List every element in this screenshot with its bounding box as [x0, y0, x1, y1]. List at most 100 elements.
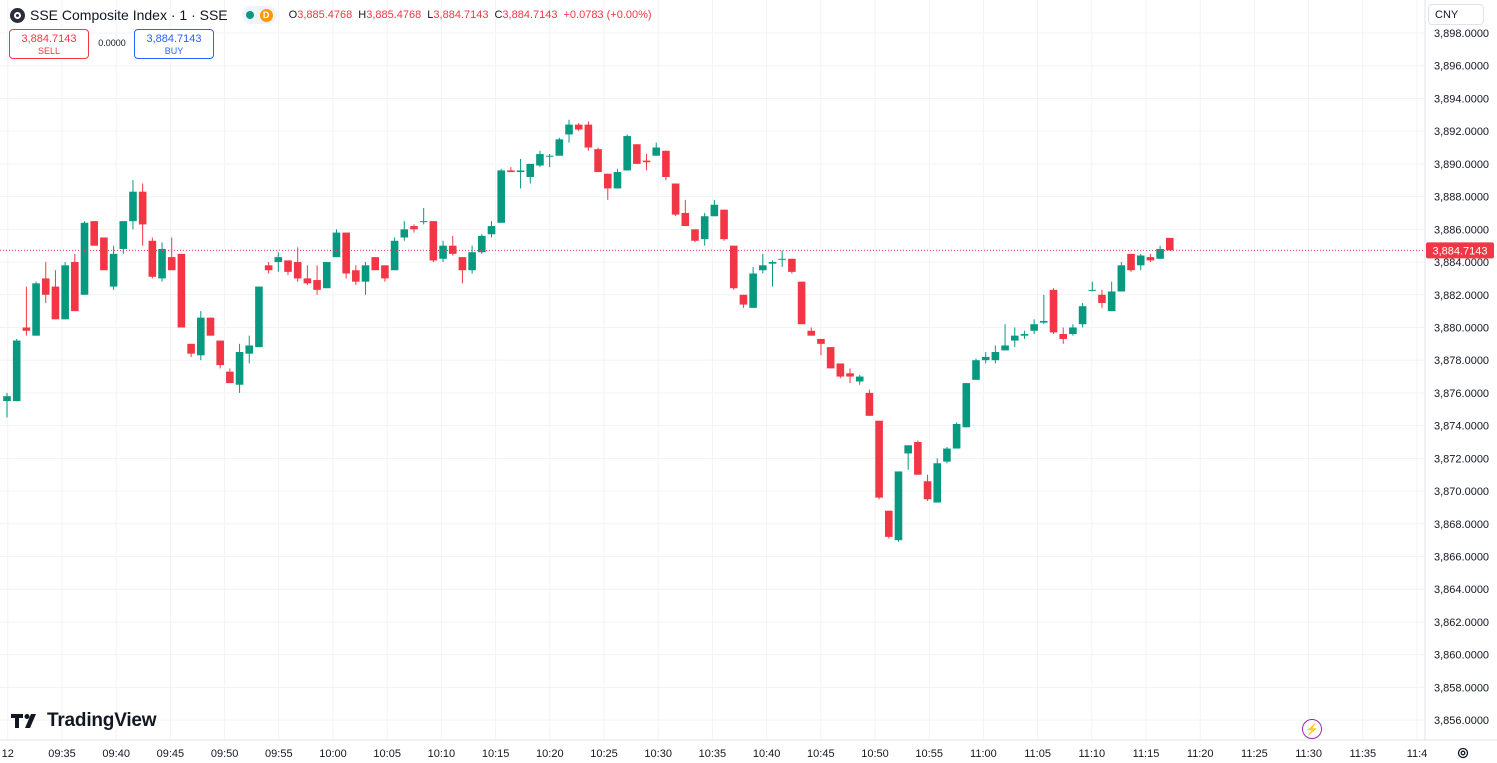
candle: [952, 422, 961, 449]
candle: [943, 446, 951, 464]
candle: [274, 252, 283, 272]
buy-price: 3,884.7143: [146, 32, 202, 45]
candle: [1136, 253, 1145, 271]
price-tick-label: 3,876.0000: [1434, 388, 1489, 400]
candle: [342, 232, 350, 279]
candle-body: [313, 280, 321, 290]
candle: [710, 199, 719, 217]
candle-body: [32, 283, 40, 336]
time-tick-label: 09:40: [102, 748, 130, 760]
candle-body: [1166, 237, 1174, 251]
candle-body: [119, 221, 128, 249]
price-tick-label: 3,872.0000: [1434, 453, 1489, 465]
price-tick-label: 3,884.0000: [1434, 257, 1489, 269]
candle: [167, 237, 176, 271]
candle-body: [817, 338, 825, 344]
candle: [826, 347, 835, 369]
time-tick-label: 10:40: [753, 748, 781, 760]
price-tick-label: 3,888.0000: [1434, 192, 1489, 204]
candle: [303, 265, 312, 285]
candle: [962, 383, 971, 428]
candle-body: [448, 245, 457, 254]
candle-body: [148, 240, 157, 277]
candle-body: [332, 232, 341, 258]
price-tick-label: 3,870.0000: [1434, 486, 1489, 498]
tradingview-logo[interactable]: TradingView: [11, 710, 157, 732]
lightning-icon[interactable]: ⚡: [1302, 719, 1322, 739]
candle: [216, 340, 224, 369]
candle: [1040, 294, 1048, 325]
candle: [836, 363, 845, 379]
candle: [468, 245, 476, 274]
candle-body: [729, 245, 738, 289]
candle: [633, 144, 641, 164]
candle: [991, 345, 1000, 364]
candle-body: [419, 221, 428, 223]
candle-body: [51, 286, 60, 320]
symbol-logo-icon[interactable]: [10, 7, 25, 23]
candle: [1010, 327, 1019, 348]
candle-body: [952, 424, 961, 449]
candle: [981, 352, 990, 364]
candle: [148, 237, 157, 279]
candle: [90, 221, 99, 246]
candle: [603, 173, 612, 200]
time-axis[interactable]: 12 09:35 09:40 09:45 09:50 09:55 10:00 10:05 10:…: [2, 748, 1428, 760]
candle-body: [545, 155, 554, 157]
candle: [264, 262, 273, 274]
candle: [255, 286, 263, 348]
candle-body: [933, 463, 942, 503]
candle: [729, 245, 738, 290]
currency-selector[interactable]: CNY: [1428, 4, 1484, 25]
candle: [972, 358, 980, 380]
candle-body: [100, 237, 108, 271]
market-status-pill[interactable]: D: [241, 6, 277, 24]
time-tick-label: 10:00: [319, 748, 347, 760]
candle: [129, 180, 137, 230]
candle: [914, 440, 922, 475]
candle: [700, 212, 709, 246]
candle-body: [865, 392, 874, 416]
candle-body: [458, 257, 467, 271]
candle-body: [1020, 334, 1029, 336]
ohlc-low-value: 3,884.7143: [433, 9, 489, 21]
candle-body: [293, 262, 302, 279]
candle-body: [255, 286, 263, 348]
candle: [1020, 330, 1029, 339]
candle: [536, 150, 544, 168]
buy-button[interactable]: 3,884.7143 BUY: [134, 29, 214, 59]
candle: [884, 510, 893, 539]
candle-body: [623, 136, 631, 171]
candle: [313, 265, 321, 295]
candle: [526, 163, 535, 184]
sell-button[interactable]: 3,884.7143 SELL: [9, 29, 89, 59]
candle: [516, 158, 525, 189]
candle-body: [884, 510, 893, 537]
candle: [1156, 245, 1164, 259]
ohlc-high: H3,885.4768: [358, 9, 422, 21]
symbol-title[interactable]: SSE Composite Index · 1 · SSE: [30, 7, 228, 23]
candle-body: [749, 273, 757, 308]
candle: [1069, 324, 1077, 336]
candle: [817, 338, 825, 356]
candle-body: [3, 396, 11, 402]
candle-body: [216, 340, 224, 366]
candle: [662, 150, 670, 181]
price-tick-label: 3,894.0000: [1434, 93, 1489, 105]
buy-label: BUY: [164, 45, 184, 56]
ohlc-close-value: 3,884.7143: [502, 9, 558, 21]
candle-body: [245, 345, 254, 354]
candle: [226, 368, 234, 384]
price-axis[interactable]: 3,898.0000 3,896.0000 3,894.0000 3,892.0000…: [1434, 28, 1489, 727]
time-tick-label: 11:4: [1407, 748, 1428, 760]
candle-body: [322, 262, 331, 289]
candle: [1078, 302, 1087, 328]
candle-body: [846, 373, 854, 377]
delayed-data-badge[interactable]: D: [259, 8, 273, 22]
gear-icon[interactable]: [1456, 746, 1470, 760]
candle-body: [1127, 253, 1135, 271]
candle: [71, 253, 79, 312]
price-tick-label: 3,878.0000: [1434, 355, 1489, 367]
candle-body: [855, 376, 864, 382]
